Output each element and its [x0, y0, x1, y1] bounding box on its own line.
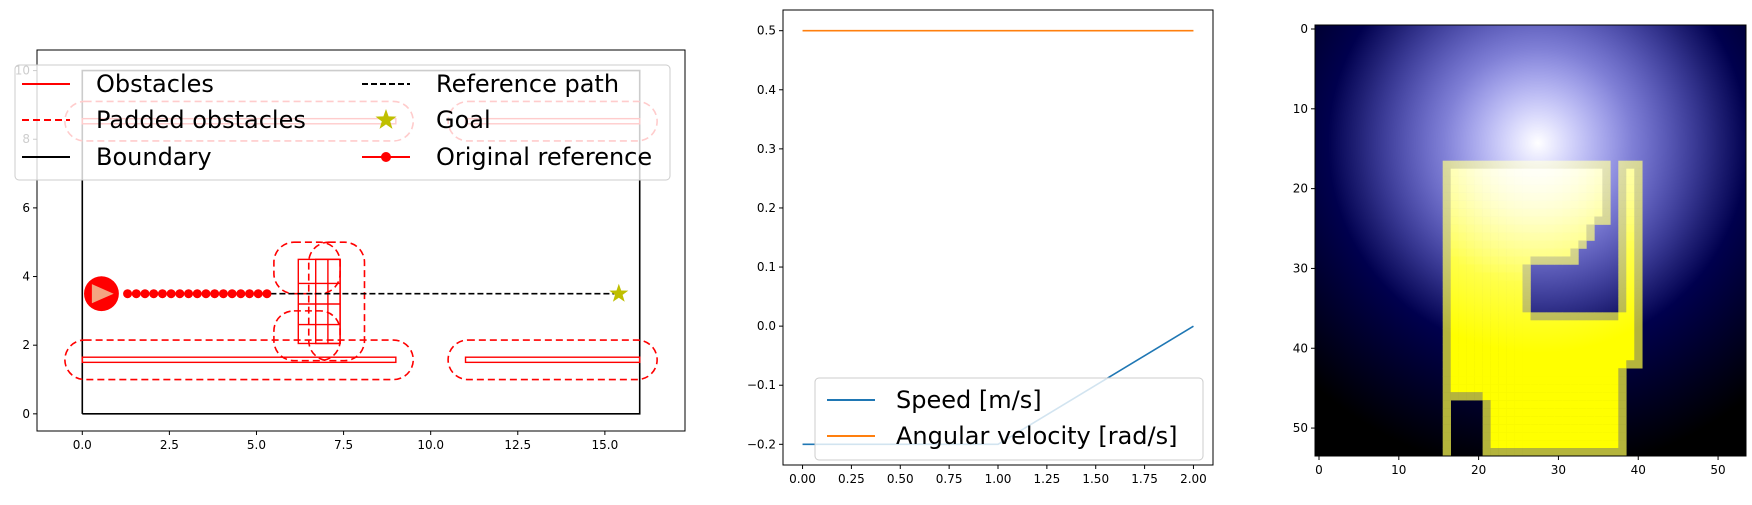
legend-label: Padded obstacles — [96, 106, 306, 134]
original-reference-point — [184, 289, 194, 299]
image-panel: 0 10 20 30 40 50 0 10 20 30 40 50 — [1293, 22, 1747, 477]
legend-swatch-goal — [375, 109, 397, 129]
x-tick-label: 10 — [1391, 463, 1406, 477]
x-tick-label: 20 — [1471, 463, 1486, 477]
original-reference-point — [236, 289, 246, 299]
x-tick-label: 1.25 — [1034, 472, 1061, 486]
original-reference-point — [210, 289, 220, 299]
original-reference-point — [166, 289, 176, 299]
legend-label: Reference path — [436, 70, 619, 98]
map-legend: Obstacles Padded obstacles Boundary Referen… — [14, 64, 671, 181]
y-tick-label: 10 — [1293, 102, 1308, 116]
x-tick-label: 1.50 — [1082, 472, 1109, 486]
y-tick-label: 0 — [1300, 22, 1308, 36]
legend-label: Original reference — [436, 143, 652, 171]
original-reference-point — [253, 289, 263, 299]
original-reference-point — [157, 289, 167, 299]
image-axes-frame — [1314, 24, 1747, 457]
y-tick-label: 0.2 — [757, 201, 776, 215]
legend-label: Boundary — [96, 143, 212, 171]
y-tick-label: 0.3 — [757, 142, 776, 156]
velocity-legend-box — [814, 377, 1204, 461]
x-tick-label: 0.50 — [887, 472, 914, 486]
y-tick-label: −0.1 — [747, 378, 776, 392]
y-tick-label: 20 — [1293, 182, 1308, 196]
original-reference-point — [201, 289, 211, 299]
x-tick-label: 0.25 — [838, 472, 865, 486]
x-tick-label: 1.00 — [985, 472, 1012, 486]
y-tick-label: 0.1 — [757, 260, 776, 274]
padded-obstacle — [447, 339, 658, 381]
original-reference-point — [218, 289, 228, 299]
y-tick-label: 30 — [1293, 261, 1308, 275]
legend-label: Goal — [436, 106, 491, 134]
y-tick-label: 0.0 — [757, 319, 776, 333]
original-reference-point — [175, 289, 185, 299]
y-tick-label: 0.4 — [757, 83, 776, 97]
x-tick-label: 15.0 — [592, 438, 619, 452]
robot-heading-arrow — [91, 284, 114, 304]
velocity-panel: 0.00 0.25 0.50 0.75 1.00 1.25 1.50 1.75 2.00 −0.2… — [747, 9, 1214, 486]
padded-obstacle — [64, 339, 415, 381]
x-tick-label: 30 — [1551, 463, 1566, 477]
x-tick-label: 12.5 — [504, 438, 531, 452]
image-highlight — [1315, 25, 1746, 456]
legend-label: Obstacles — [96, 70, 214, 98]
original-reference-point — [149, 289, 159, 299]
y-tick-label: 4 — [22, 270, 30, 284]
map-legend-box — [14, 64, 671, 181]
original-reference-point — [227, 289, 237, 299]
original-reference-point — [245, 289, 255, 299]
y-tick-label: 2 — [22, 338, 30, 352]
obstacle — [81, 356, 397, 364]
x-tick-label: 40 — [1631, 463, 1646, 477]
x-tick-label: 0.75 — [936, 472, 963, 486]
legend-swatch-original-dot — [381, 152, 391, 162]
x-tick-label: 1.75 — [1131, 472, 1158, 486]
y-tick-label: 6 — [22, 201, 30, 215]
obstacle — [464, 356, 641, 364]
goal-star — [609, 283, 629, 302]
original-reference-point — [140, 289, 150, 299]
legend-label: Speed [m/s] — [896, 386, 1042, 414]
padded-obstacle — [273, 310, 341, 362]
x-tick-label: 7.5 — [334, 438, 353, 452]
x-tick-label: 0.00 — [789, 472, 816, 486]
legend-label: Angular velocity [rad/s] — [896, 422, 1178, 450]
x-tick-label: 0.0 — [73, 438, 92, 452]
original-reference-point — [262, 289, 272, 299]
y-tick-label: 50 — [1293, 421, 1308, 435]
original-reference-point — [131, 289, 141, 299]
x-tick-label: 0 — [1315, 463, 1323, 477]
original-reference-point — [192, 289, 202, 299]
y-tick-label: 40 — [1293, 341, 1308, 355]
x-tick-label: 50 — [1710, 463, 1725, 477]
velocity-legend: Speed [m/s] Angular velocity [rad/s] — [814, 377, 1204, 461]
y-tick-label: −0.2 — [747, 437, 776, 451]
padded-obstacle — [307, 241, 366, 362]
x-tick-label: 5.0 — [247, 438, 266, 452]
map-panel: 0.02.55.07.510.012.515.00246810 Obstacle… — [14, 49, 686, 452]
y-tick-label: 0.5 — [757, 24, 776, 38]
original-reference-point — [123, 289, 133, 299]
y-tick-label: 0 — [22, 407, 30, 421]
x-tick-label: 2.00 — [1180, 472, 1207, 486]
x-tick-label: 10.0 — [417, 438, 444, 452]
x-tick-label: 2.5 — [160, 438, 179, 452]
